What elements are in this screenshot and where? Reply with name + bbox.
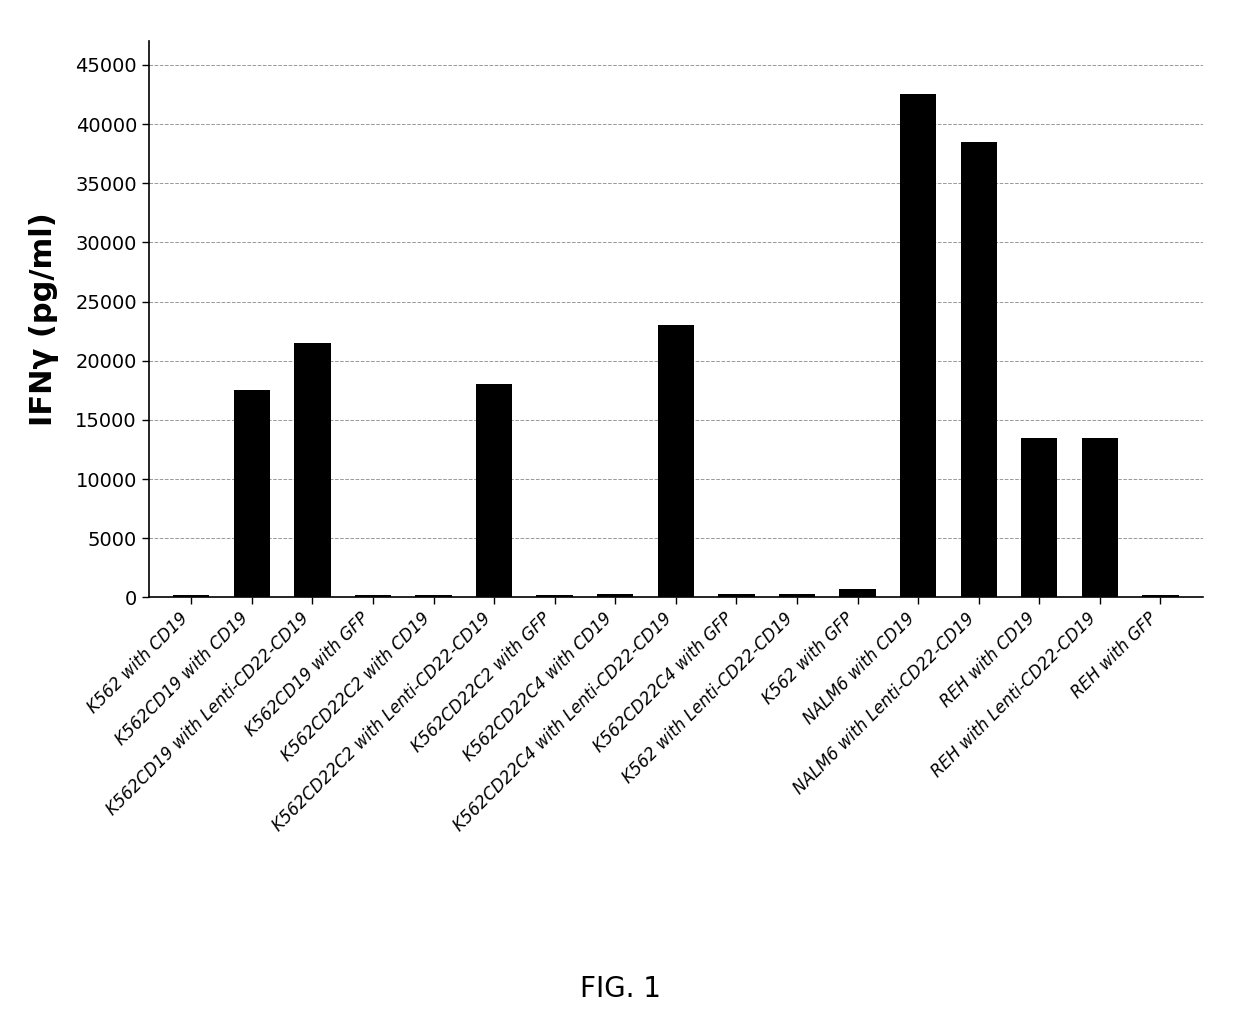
Bar	[233, 390, 270, 597]
Text: FIG. 1: FIG. 1	[579, 974, 661, 1003]
Bar	[961, 142, 997, 597]
Bar	[537, 595, 573, 597]
Bar	[839, 589, 875, 597]
Bar	[1142, 595, 1178, 597]
Bar	[718, 594, 755, 597]
Bar	[174, 595, 210, 597]
Bar	[596, 594, 634, 597]
Y-axis label: IFNγ (pg/ml): IFNγ (pg/ml)	[29, 212, 58, 426]
Bar	[900, 95, 936, 597]
Bar	[294, 343, 331, 597]
Bar	[476, 384, 512, 597]
Bar	[1081, 438, 1118, 597]
Bar	[355, 595, 391, 597]
Bar	[779, 594, 815, 597]
Bar	[657, 325, 694, 597]
Bar	[415, 595, 451, 597]
Bar	[1021, 438, 1058, 597]
